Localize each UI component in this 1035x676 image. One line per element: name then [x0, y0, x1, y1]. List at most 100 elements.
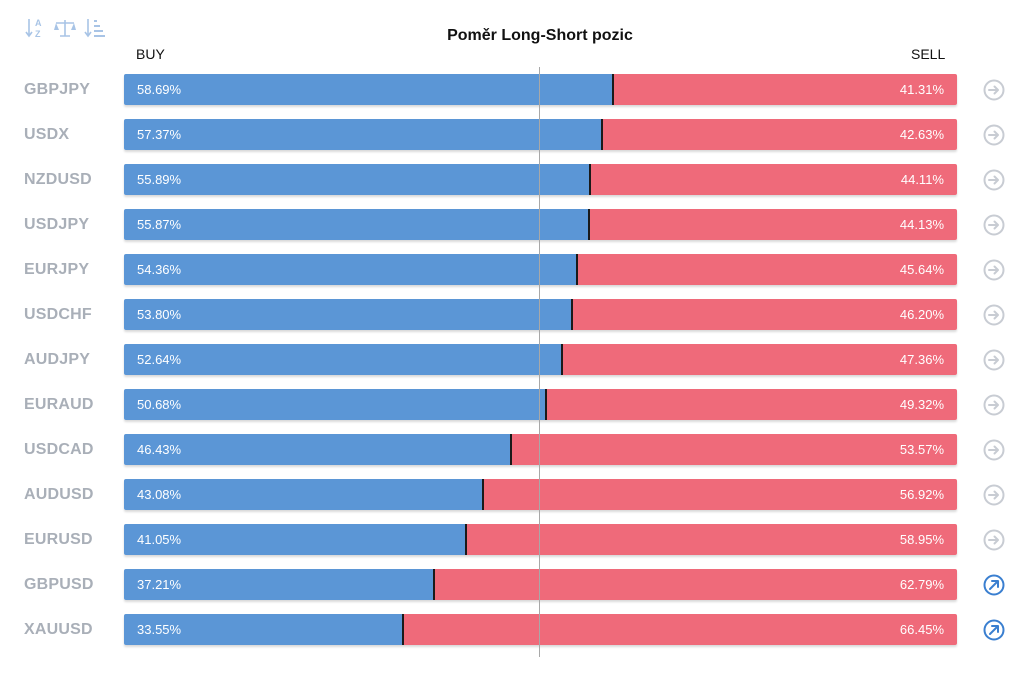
- table-row: XAUUSD 33.55% 66.45%: [0, 614, 1035, 647]
- buy-percent-label: 33.55%: [137, 622, 182, 637]
- arrow-right-icon[interactable]: [983, 439, 1005, 461]
- ratio-bar[interactable]: 50.68% 49.32%: [124, 389, 957, 420]
- arrow-up-right-icon[interactable]: [983, 574, 1005, 596]
- buy-bar: [124, 119, 602, 150]
- symbol-label[interactable]: AUDUSD: [24, 486, 94, 503]
- bar-separator: [509, 434, 512, 465]
- ratio-bar[interactable]: 37.21% 62.79%: [124, 569, 957, 600]
- bar-separator: [611, 74, 614, 105]
- arrow-right-icon[interactable]: [983, 394, 1005, 416]
- ratio-bar[interactable]: 43.08% 56.92%: [124, 479, 957, 510]
- buy-bar: [124, 479, 483, 510]
- sell-percent-label: 56.92%: [899, 487, 944, 502]
- sell-percent-label: 44.11%: [900, 172, 944, 187]
- bar-separator: [575, 254, 578, 285]
- sell-bar: [612, 74, 957, 105]
- sort-amount-icon[interactable]: [84, 16, 106, 40]
- symbol-label[interactable]: GBPUSD: [24, 576, 94, 593]
- sell-bar: [433, 569, 957, 600]
- symbol-label[interactable]: USDX: [24, 126, 70, 143]
- bar-separator: [571, 299, 574, 330]
- symbol-label[interactable]: NZDUSD: [24, 171, 92, 188]
- symbol-label[interactable]: EURUSD: [24, 531, 93, 548]
- sell-bar: [601, 119, 957, 150]
- arrow-right-icon[interactable]: [983, 529, 1005, 551]
- balance-scale-icon[interactable]: [54, 16, 76, 40]
- table-row: USDCAD 46.43% 53.57%: [0, 434, 1035, 467]
- arrow-right-icon[interactable]: [983, 349, 1005, 371]
- symbol-label[interactable]: USDCHF: [24, 306, 92, 323]
- table-row: USDCHF 53.80% 46.20%: [0, 299, 1035, 332]
- table-row: GBPUSD 37.21% 62.79%: [0, 569, 1035, 602]
- buy-bar: [124, 74, 613, 105]
- arrow-right-icon[interactable]: [983, 169, 1005, 191]
- symbol-label[interactable]: USDCAD: [24, 441, 94, 458]
- buy-bar: [124, 389, 547, 420]
- symbol-label[interactable]: XAUUSD: [24, 621, 93, 638]
- sell-percent-label: 41.31%: [899, 82, 944, 97]
- ratio-bar[interactable]: 41.05% 58.95%: [124, 524, 957, 555]
- buy-bar: [124, 164, 590, 195]
- buy-percent-label: 52.64%: [137, 352, 182, 367]
- symbol-label[interactable]: AUDJPY: [24, 351, 91, 368]
- arrow-right-icon[interactable]: [983, 214, 1005, 236]
- symbol-label[interactable]: USDJPY: [24, 216, 90, 233]
- buy-percent-label: 41.05%: [137, 532, 182, 547]
- sell-percent-label: 47.36%: [899, 352, 944, 367]
- sell-percent-label: 42.63%: [899, 127, 944, 142]
- arrow-up-right-icon[interactable]: [983, 619, 1005, 641]
- sell-percent-label: 46.20%: [899, 307, 944, 322]
- arrow-right-icon[interactable]: [983, 304, 1005, 326]
- sell-percent-label: 62.79%: [899, 577, 944, 592]
- symbol-label[interactable]: GBPJPY: [24, 81, 91, 98]
- buy-bar: [124, 299, 573, 330]
- ratio-bar[interactable]: 55.87% 44.13%: [124, 209, 957, 240]
- buy-percent-label: 50.68%: [137, 397, 182, 412]
- arrow-right-icon[interactable]: [983, 259, 1005, 281]
- symbol-label[interactable]: EURAUD: [24, 396, 94, 413]
- arrow-right-icon[interactable]: [983, 124, 1005, 146]
- bar-separator: [545, 389, 548, 420]
- ratio-bar[interactable]: 33.55% 66.45%: [124, 614, 957, 645]
- ratio-bar[interactable]: 46.43% 53.57%: [124, 434, 957, 465]
- buy-bar: [124, 524, 466, 555]
- ratio-bar[interactable]: 54.36% 45.64%: [124, 254, 957, 285]
- table-row: EURUSD 41.05% 58.95%: [0, 524, 1035, 557]
- buy-bar: [124, 344, 563, 375]
- buy-percent-label: 43.08%: [137, 487, 182, 502]
- arrow-right-icon[interactable]: [983, 484, 1005, 506]
- table-row: AUDUSD 43.08% 56.92%: [0, 479, 1035, 512]
- ratio-bar[interactable]: 57.37% 42.63%: [124, 119, 957, 150]
- buy-bar: [124, 614, 404, 645]
- bar-separator: [464, 524, 467, 555]
- ratio-bar[interactable]: 53.80% 46.20%: [124, 299, 957, 330]
- ratio-bar[interactable]: 58.69% 41.31%: [124, 74, 957, 105]
- bar-separator: [432, 569, 435, 600]
- buy-header-label: BUY: [136, 46, 165, 62]
- table-row: EURJPY 54.36% 45.64%: [0, 254, 1035, 287]
- table-row: USDJPY 55.87% 44.13%: [0, 209, 1035, 242]
- buy-percent-label: 46.43%: [137, 442, 182, 457]
- sell-percent-label: 66.45%: [899, 622, 944, 637]
- sort-alpha-icon[interactable]: A Z: [24, 16, 46, 40]
- sell-percent-label: 53.57%: [899, 442, 944, 457]
- arrow-right-icon[interactable]: [983, 79, 1005, 101]
- ratio-bar[interactable]: 52.64% 47.36%: [124, 344, 957, 375]
- bar-separator: [561, 344, 564, 375]
- ratio-bar[interactable]: 55.89% 44.11%: [124, 164, 957, 195]
- buy-percent-label: 53.80%: [137, 307, 182, 322]
- sell-bar: [589, 209, 957, 240]
- buy-bar: [124, 569, 434, 600]
- sell-bar: [403, 614, 957, 645]
- buy-percent-label: 37.21%: [137, 577, 182, 592]
- buy-percent-label: 54.36%: [137, 262, 182, 277]
- table-row: GBPJPY 58.69% 41.31%: [0, 74, 1035, 107]
- table-row: EURAUD 50.68% 49.32%: [0, 389, 1035, 422]
- sell-percent-label: 58.95%: [899, 532, 944, 547]
- table-row: NZDUSD 55.89% 44.11%: [0, 164, 1035, 197]
- buy-bar: [124, 434, 511, 465]
- buy-percent-label: 55.87%: [137, 217, 182, 232]
- sell-bar: [572, 299, 957, 330]
- buy-percent-label: 58.69%: [137, 82, 182, 97]
- symbol-label[interactable]: EURJPY: [24, 261, 90, 278]
